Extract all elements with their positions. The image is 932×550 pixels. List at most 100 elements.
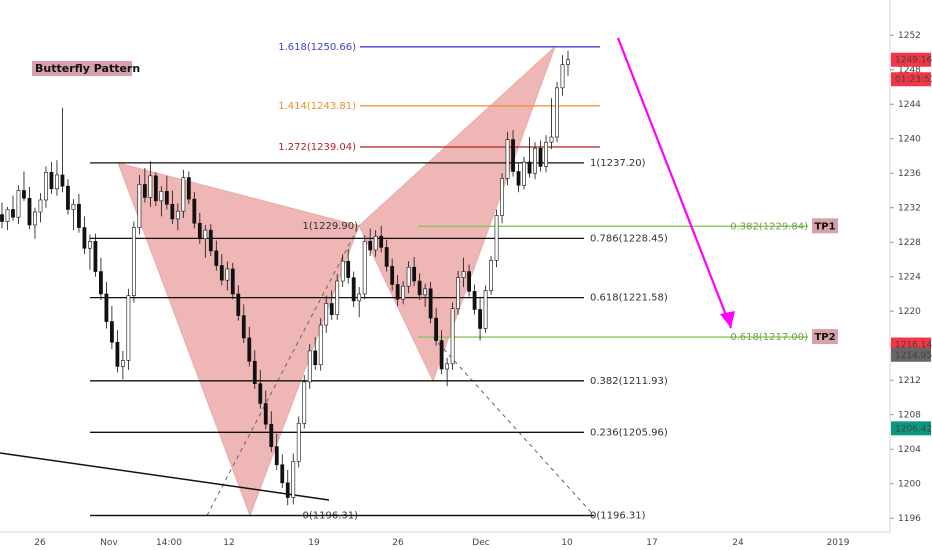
candle-body: [11, 209, 15, 218]
candle-body: [22, 190, 26, 199]
projection-arrow-line: [616, 37, 733, 329]
candle-body: [115, 341, 120, 367]
candle-body: [516, 171, 521, 186]
candle-body: [384, 247, 389, 267]
candle-body: [214, 250, 219, 266]
candle-body: [533, 147, 537, 174]
extension-label: 1.272(1239.04): [278, 142, 356, 153]
candle-body: [566, 59, 570, 65]
candle-body: [110, 321, 114, 343]
candle-body: [230, 268, 235, 295]
y-tick-label: 1252: [898, 31, 921, 41]
candle-body: [549, 136, 554, 143]
candle-body: [324, 303, 329, 326]
x-tick-label: 17: [646, 538, 657, 548]
candle-body: [71, 203, 76, 210]
retracement-label: 0(1196.31): [590, 511, 646, 522]
candle-body: [412, 266, 417, 282]
candle-body: [555, 87, 559, 138]
retracement-label: 0.236(1205.96): [590, 427, 668, 438]
candle-body: [362, 241, 367, 295]
candle-body: [49, 172, 54, 190]
candle-body: [318, 324, 323, 365]
candle-body: [148, 175, 153, 198]
x-tick-label: 2019: [827, 538, 850, 548]
candle-body: [434, 317, 439, 341]
x-tick-label: 26: [34, 538, 46, 548]
price-badge: [891, 421, 931, 436]
candle-body: [467, 271, 471, 292]
candle-body: [302, 381, 307, 424]
candle-body: [38, 199, 43, 213]
candle-body: [77, 203, 81, 228]
target-tag: TP1: [814, 221, 835, 232]
retracement-label: 0.786(1228.45): [590, 233, 668, 244]
target-tag-box: [812, 218, 838, 234]
y-tick-label: 1244: [898, 100, 921, 110]
candle-body: [511, 139, 515, 172]
candle-body: [153, 175, 158, 202]
candle-body: [241, 315, 246, 339]
candle-body: [401, 285, 406, 300]
retracement-label: 1(1237.20): [590, 158, 646, 169]
candle-body: [170, 203, 175, 220]
candle-body: [126, 295, 131, 361]
price-badge: [891, 72, 931, 87]
candle-body: [44, 172, 48, 201]
price-badge-text: 01:23:51: [895, 75, 932, 85]
dashed-line: [206, 225, 360, 516]
price-badge: [891, 347, 931, 362]
price-badge-text: 1249.16: [895, 56, 932, 66]
target-tag: TP2: [814, 332, 835, 343]
candle-body: [472, 291, 477, 310]
candle-body: [285, 482, 290, 498]
candle-body: [538, 147, 543, 167]
candle-body: [66, 185, 70, 210]
title-text: Butterfly Pattern: [35, 62, 140, 75]
candle-body: [142, 184, 147, 198]
candle-body: [82, 227, 87, 249]
candle-body: [88, 241, 92, 249]
candle-body: [395, 284, 400, 300]
candle-body: [280, 464, 285, 484]
candle-body: [175, 210, 180, 220]
candle-body: [225, 268, 230, 281]
candle-body: [489, 260, 493, 291]
x-tick-label: 12: [223, 538, 234, 548]
candle-body: [263, 403, 268, 425]
candle-body: [494, 215, 499, 261]
candle-body: [423, 288, 428, 296]
candle-body: [335, 280, 340, 315]
candle-body: [544, 141, 548, 167]
y-tick-label: 1200: [898, 480, 921, 490]
candle-body: [379, 235, 384, 248]
candle-body: [164, 191, 169, 205]
candle-body: [0, 214, 4, 222]
candle-body: [340, 260, 345, 282]
x-tick-label: 10: [561, 538, 573, 548]
price-badge-text: 1214.95: [895, 351, 932, 361]
price-badge-text: 1206.42: [895, 424, 932, 434]
candle-body: [329, 303, 334, 315]
candle-body: [478, 309, 482, 329]
price-badge-text: 1216.14: [895, 341, 932, 351]
candle-body: [247, 337, 252, 362]
candle-body: [159, 191, 164, 202]
candle-body: [522, 161, 526, 186]
retracement-label: 0.618(1221.58): [590, 293, 668, 304]
candle-body: [181, 177, 186, 212]
title-box: [32, 61, 132, 76]
y-tick-label: 1220: [898, 307, 921, 317]
candle-body: [203, 229, 208, 240]
extension-label: 1.618(1250.66): [278, 42, 356, 53]
x-tick-label: 24: [732, 538, 744, 548]
candle-body: [445, 363, 450, 370]
candle-body: [258, 383, 263, 404]
candle-body: [483, 290, 488, 329]
candle-body: [296, 423, 301, 462]
candle-body: [351, 277, 356, 302]
candle-body: [505, 139, 510, 179]
candle-body: [461, 271, 466, 278]
